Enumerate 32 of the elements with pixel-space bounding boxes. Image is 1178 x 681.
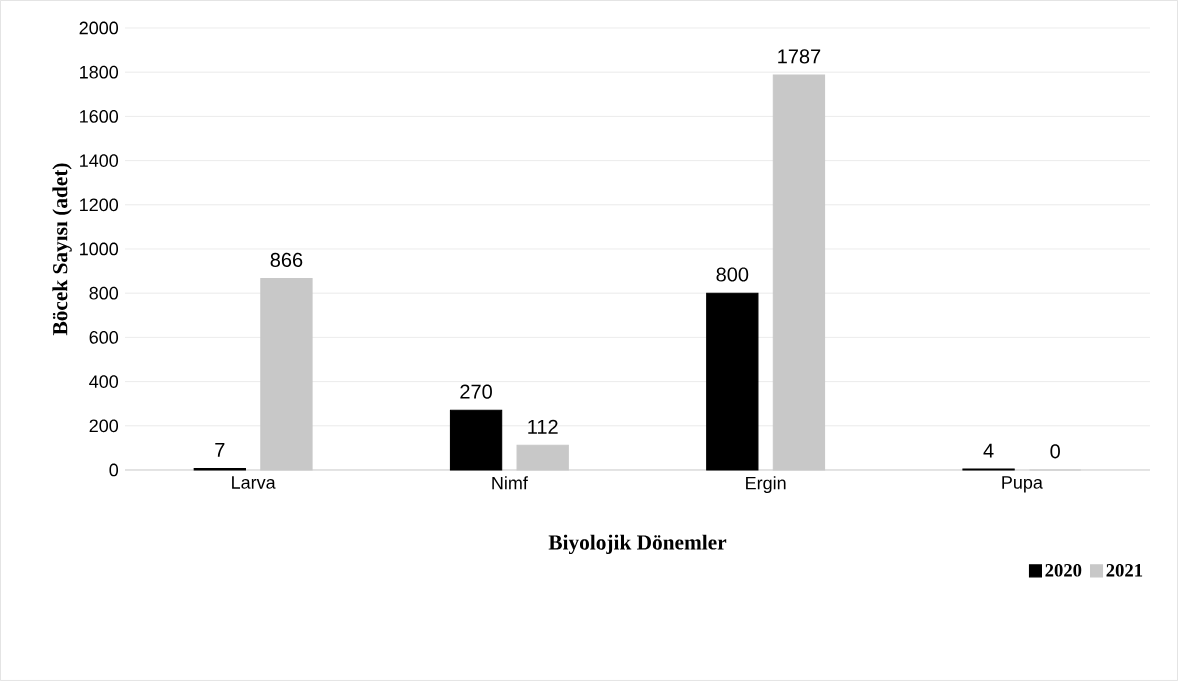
x-tick-label: Pupa [1002, 476, 1043, 493]
bar [449, 409, 503, 471]
data-label: 270 [460, 384, 492, 399]
data-label: 0 [1050, 444, 1060, 459]
data-label: 4 [983, 443, 994, 458]
data-label: 112 [528, 419, 558, 434]
bar [772, 74, 826, 471]
y-tick-label: 1000 [80, 242, 119, 256]
bar [516, 444, 569, 471]
x-tick-label: Nimf [492, 476, 528, 490]
data-label: 866 [270, 252, 303, 267]
data-label: 800 [716, 267, 749, 282]
y-tick-label: 2000 [79, 21, 119, 35]
bar [260, 278, 313, 471]
y-tick-label: 1800 [80, 65, 119, 79]
data-label: 1787 [778, 49, 821, 64]
y-tick-label: 400 [89, 375, 119, 388]
y-tick-label: 600 [89, 331, 119, 344]
y-tick-label: 800 [89, 286, 119, 300]
y-axis-title: Böcek Sayısı (adet) [52, 163, 72, 336]
y-tick-label: 1600 [80, 110, 119, 123]
bar [706, 292, 759, 471]
y-tick-label: 0 [109, 463, 119, 477]
x-tick-label: Ergin [746, 476, 786, 494]
legend-label: 2020 [1045, 563, 1082, 577]
y-tick-label: 200 [89, 419, 119, 433]
y-tick-label: 1400 [80, 154, 119, 167]
data-label: 7 [215, 443, 225, 457]
legend-label: 2021 [1106, 563, 1143, 577]
x-tick-label: Larva [232, 476, 276, 489]
x-axis-title: Biyolojik Dönemler [548, 534, 727, 555]
y-tick-label: 1200 [80, 198, 119, 212]
